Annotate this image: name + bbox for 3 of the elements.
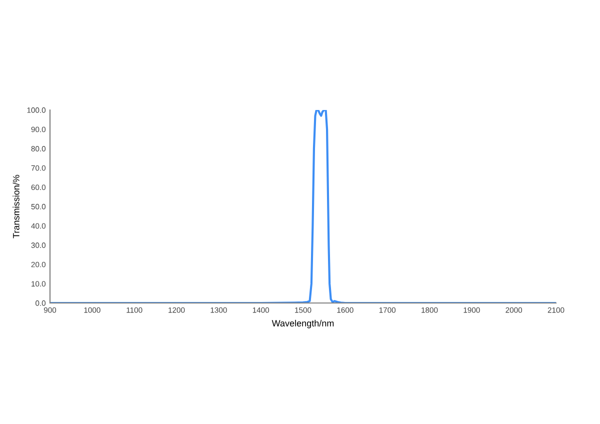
y-axis-title: Transmission/%	[12, 174, 20, 238]
x-axis-title: Wavelength/nm	[272, 320, 334, 328]
line-series	[50, 110, 556, 303]
